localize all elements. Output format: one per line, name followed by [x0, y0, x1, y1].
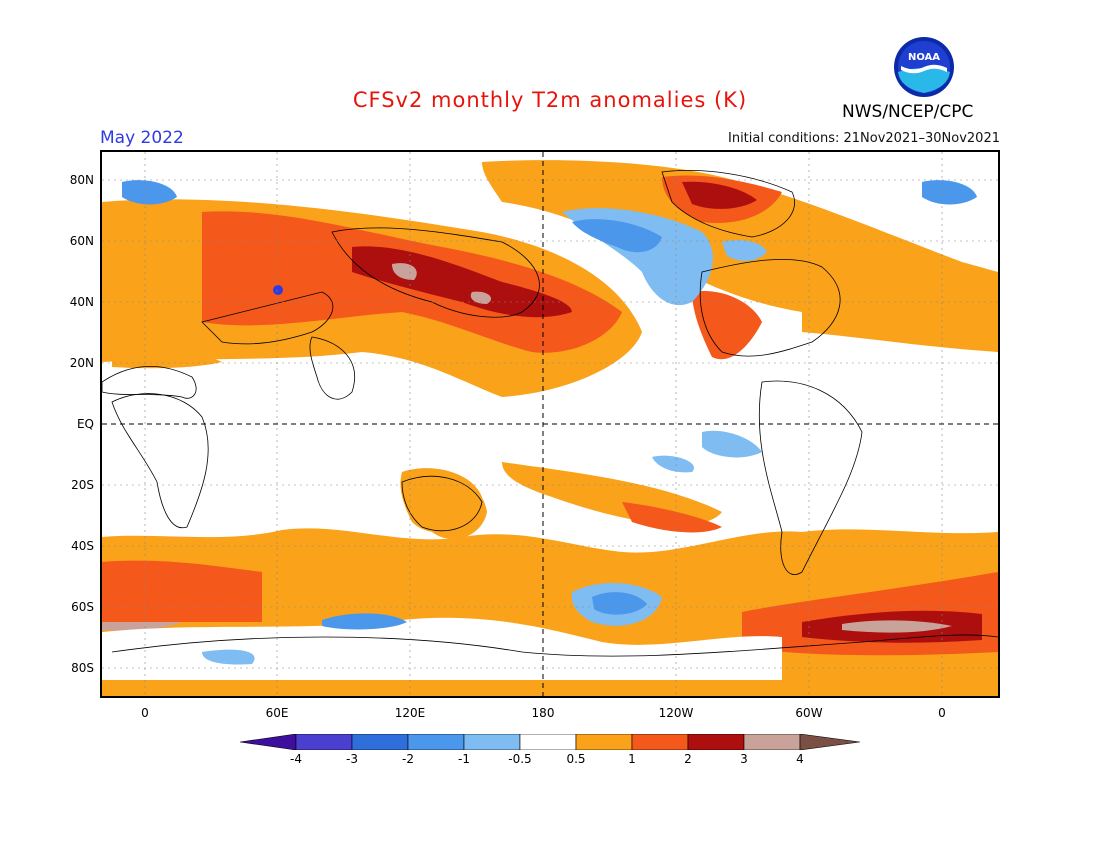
lon-label-180: 180 [531, 706, 555, 720]
lat-label-80s: 80S [71, 661, 94, 675]
lat-label-eq: EQ [76, 417, 94, 431]
lon-label-120e: 120E [394, 706, 426, 720]
colorbar-label-p1: 1 [628, 752, 636, 766]
lon-label-120w: 120W [658, 706, 694, 720]
colorbar-label-p2: 2 [684, 752, 692, 766]
lat-label-20s: 20S [71, 478, 94, 492]
colorbar-segment-m2-m1 [407, 734, 465, 750]
lat-label-60s: 60S [71, 600, 94, 614]
colorbar-segment-m4-m3 [295, 734, 353, 750]
logo-text: NOAA [908, 52, 940, 63]
lon-label-60w: 60W [795, 706, 823, 720]
anomaly-map [102, 152, 998, 696]
colorbar-segment-neutral [519, 734, 577, 750]
colorbar-segment-m3-m2 [351, 734, 409, 750]
forecast-period: May 2022 [100, 128, 184, 148]
colorbar-label-p4: 4 [796, 752, 804, 766]
anomaly-fields [102, 160, 998, 696]
lon-label-60e: 60E [265, 706, 289, 720]
lat-label-40s: 40S [71, 539, 94, 553]
initial-conditions: Initial conditions: 21Nov2021–30Nov2021 [728, 131, 1000, 146]
colorbar-label-p05: 0.5 [566, 752, 586, 766]
colorbar-segment-lt-m4 [240, 734, 297, 750]
colorbar-label-m05: -0.5 [508, 752, 532, 766]
map-title: CFSv2 monthly T2m anomalies (K) [352, 88, 748, 112]
colorbar-label-m3: -3 [346, 752, 358, 766]
noaa-logo: NOAA [894, 37, 954, 97]
continent-outlines [102, 170, 998, 657]
colorbar-label-m2: -2 [402, 752, 414, 766]
colorbar-segment-gt-p4 [799, 734, 860, 750]
map-frame [100, 150, 1000, 698]
lat-label-60n: 60N [69, 234, 94, 248]
colorbar-label-m1: -1 [458, 752, 470, 766]
lon-label-0: 0 [141, 706, 149, 720]
lon-label-0-right: 0 [938, 706, 946, 720]
colorbar [240, 734, 860, 750]
colorbar-label-p3: 3 [740, 752, 748, 766]
lat-label-80n: 80N [69, 173, 94, 187]
colorbar-label-m4: -4 [290, 752, 302, 766]
colorbar-segment-p05-p1 [575, 734, 633, 750]
agency-label: NWS/NCEP/CPC [842, 102, 974, 122]
colorbar-segment-p2-p3 [687, 734, 745, 750]
colorbar-segment-m1-m05 [463, 734, 521, 750]
lat-label-20n: 20N [69, 356, 94, 370]
colorbar-segment-p1-p2 [631, 734, 689, 750]
colorbar-segment-p3-p4 [743, 734, 801, 750]
lat-label-40n: 40N [69, 295, 94, 309]
